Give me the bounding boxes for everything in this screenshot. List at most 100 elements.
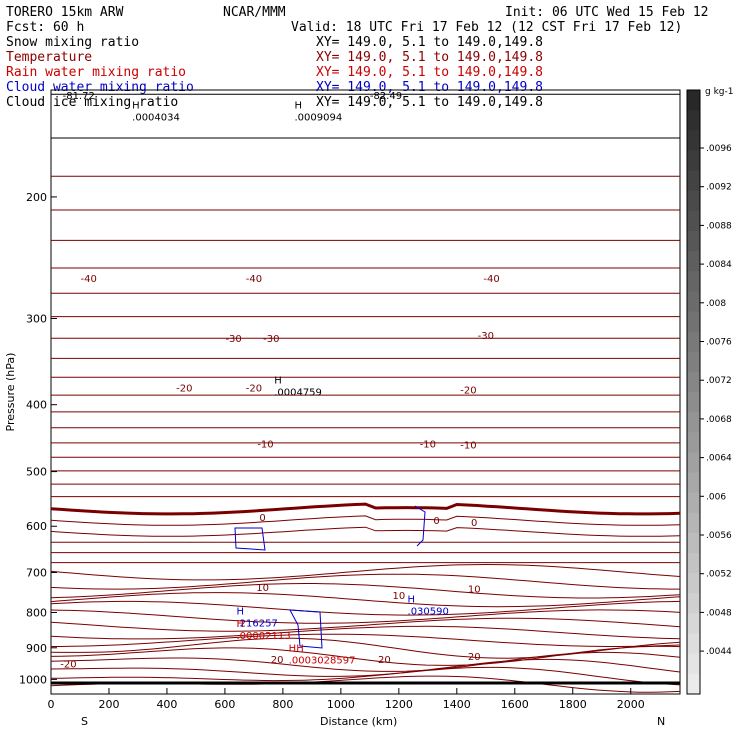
- isotherm-label: 20: [271, 655, 284, 666]
- field-xy: XY= 149.0, 5.1 to 149.0,149.8: [316, 95, 543, 110]
- colorbar-segment: [687, 432, 700, 453]
- colorbar-segment: [687, 553, 700, 574]
- south-label: S: [81, 715, 88, 728]
- colorbar-segment: [687, 613, 700, 635]
- x-tick-label: 1200: [385, 698, 413, 711]
- colorbar-segment: [687, 593, 700, 614]
- colorbar-segment: [687, 271, 700, 292]
- cloud-water-contour: [234, 527, 266, 551]
- colorbar-segment: [687, 351, 700, 373]
- isotherm-line: [50, 583, 681, 599]
- colorbar-segment: [687, 512, 700, 534]
- isotherm-label: 20: [378, 655, 391, 666]
- valid-time: Valid: 18 UTC Fri 17 Feb 12 (12 CST Fri …: [291, 20, 682, 35]
- y-axis-label: Pressure (hPa): [4, 353, 17, 432]
- isotherm-label: -20: [60, 659, 76, 670]
- x-tick-label: 600: [214, 698, 235, 711]
- extremum-value: .030590: [408, 607, 449, 618]
- x-tick-label: 1600: [501, 698, 529, 711]
- colorbar-tick-label: .0048: [706, 608, 732, 618]
- isotherm-label: -30: [225, 334, 241, 345]
- colorbar-segment: [687, 633, 700, 655]
- isotherm-line: [50, 573, 680, 590]
- x-tick-label: 200: [98, 698, 119, 711]
- isotherm-label: 0: [433, 516, 439, 527]
- extremum-value: .0009094: [294, 113, 342, 124]
- cloud-water-contour: [414, 505, 426, 547]
- colorbar-segment: [687, 412, 700, 433]
- extremum-mark: H: [408, 595, 416, 606]
- plot-frame: [50, 89, 681, 695]
- isotherm-label: -20: [176, 384, 192, 395]
- colorbar-segment: [687, 110, 700, 131]
- isotherm-label: -20: [460, 385, 476, 396]
- isotherm-label: 10: [392, 591, 405, 602]
- isotherm-line: [50, 563, 681, 581]
- isotherm-label: -20: [246, 384, 262, 395]
- field-xy: XY= 149.0, 5.1 to 149.0,149.8: [316, 80, 543, 95]
- isotherm-line: [50, 658, 681, 677]
- colorbar-tick-label: .0092: [706, 183, 732, 193]
- isotherm-line: [50, 666, 681, 686]
- extremum-mark: H: [132, 101, 140, 112]
- x-tick-label: 1000: [327, 698, 355, 711]
- init-time: Init: 06 UTC Wed 15 Feb 12: [505, 5, 709, 20]
- colorbar-tick-label: .0076: [706, 338, 732, 348]
- extremum-value: .216257: [237, 619, 278, 630]
- colorbar-segment: [687, 371, 700, 393]
- extremum-value: .00002113: [237, 631, 291, 642]
- field-name: Snow mixing ratio: [6, 35, 139, 50]
- colorbar-segment: [687, 190, 700, 212]
- extremum-mark: H: [294, 101, 302, 112]
- colorbar-segment: [687, 230, 700, 252]
- colorbar-segment: [687, 210, 700, 232]
- extremum-mark: H: [274, 375, 282, 386]
- isotherm-label: -40: [483, 274, 499, 285]
- isotherm-line: [50, 592, 681, 608]
- extremum-value: .0003028597: [289, 656, 356, 667]
- colorbar-segment: [687, 331, 700, 353]
- colorbar-segment: [687, 472, 700, 494]
- field-xy: XY= 149.0, 5.1 to 149.0,149.8: [316, 65, 543, 80]
- extremum-mark: H: [237, 607, 245, 618]
- extremum-mark: HH: [289, 644, 304, 655]
- colorbar-segment: [687, 392, 700, 413]
- colorbar-segment: [687, 150, 700, 172]
- y-tick-label: 300: [26, 312, 47, 325]
- colorbar-segment: [687, 673, 700, 695]
- temperature-contours: [50, 93, 681, 693]
- isotherm-line: [50, 651, 681, 672]
- colorbar-segment: [687, 130, 700, 151]
- x-axis-label: Distance (km): [320, 715, 397, 728]
- isotherm-label: -40: [81, 274, 97, 285]
- x-tick-label: 400: [156, 698, 177, 711]
- field-xy: XY= 149.0, 5.1 to 149.0,149.8: [316, 50, 543, 65]
- colorbar-tick-label: .0084: [706, 260, 732, 270]
- extremum-mark: H: [237, 619, 245, 630]
- colorbar: .0096 .0092 .0088 .0084 .008 .0076 .0072 .0068.…: [686, 89, 732, 695]
- x-tick-label: 800: [272, 698, 293, 711]
- colorbar-segment: [687, 291, 700, 312]
- colorbar-tick-label: .0088: [706, 221, 732, 231]
- y-tick-label: 700: [26, 566, 47, 579]
- isotherm-label: -10: [460, 441, 476, 452]
- isotherm-line: [50, 526, 681, 537]
- axes: 0 200 400 600 800 1000 1200 1400 1600 1800 2000200…: [19, 191, 645, 711]
- field-name: Cloud ice mixing ratio: [6, 95, 178, 110]
- y-tick-label: 900: [26, 642, 47, 655]
- isotherm-label: 10: [468, 584, 481, 595]
- colorbar-segment: [687, 90, 700, 111]
- colorbar-tick-label: .0056: [706, 531, 732, 541]
- isotherm-line: [51, 633, 681, 647]
- x-tick-label: 0: [48, 698, 55, 711]
- forecast-hour: Fcst: 60 h: [6, 20, 84, 35]
- isotherm-label: -10: [420, 439, 436, 450]
- isotherm-label: 0: [259, 513, 265, 524]
- isotherm-label: -40: [246, 274, 262, 285]
- cloud-contours: [234, 505, 426, 649]
- colorbar-tick-label: .0096: [706, 144, 732, 154]
- center-label: NCAR/MMM: [223, 5, 286, 20]
- colorbar-segment: [687, 573, 700, 594]
- isotherm-label: 20: [468, 652, 481, 663]
- field-name: Temperature: [6, 50, 92, 65]
